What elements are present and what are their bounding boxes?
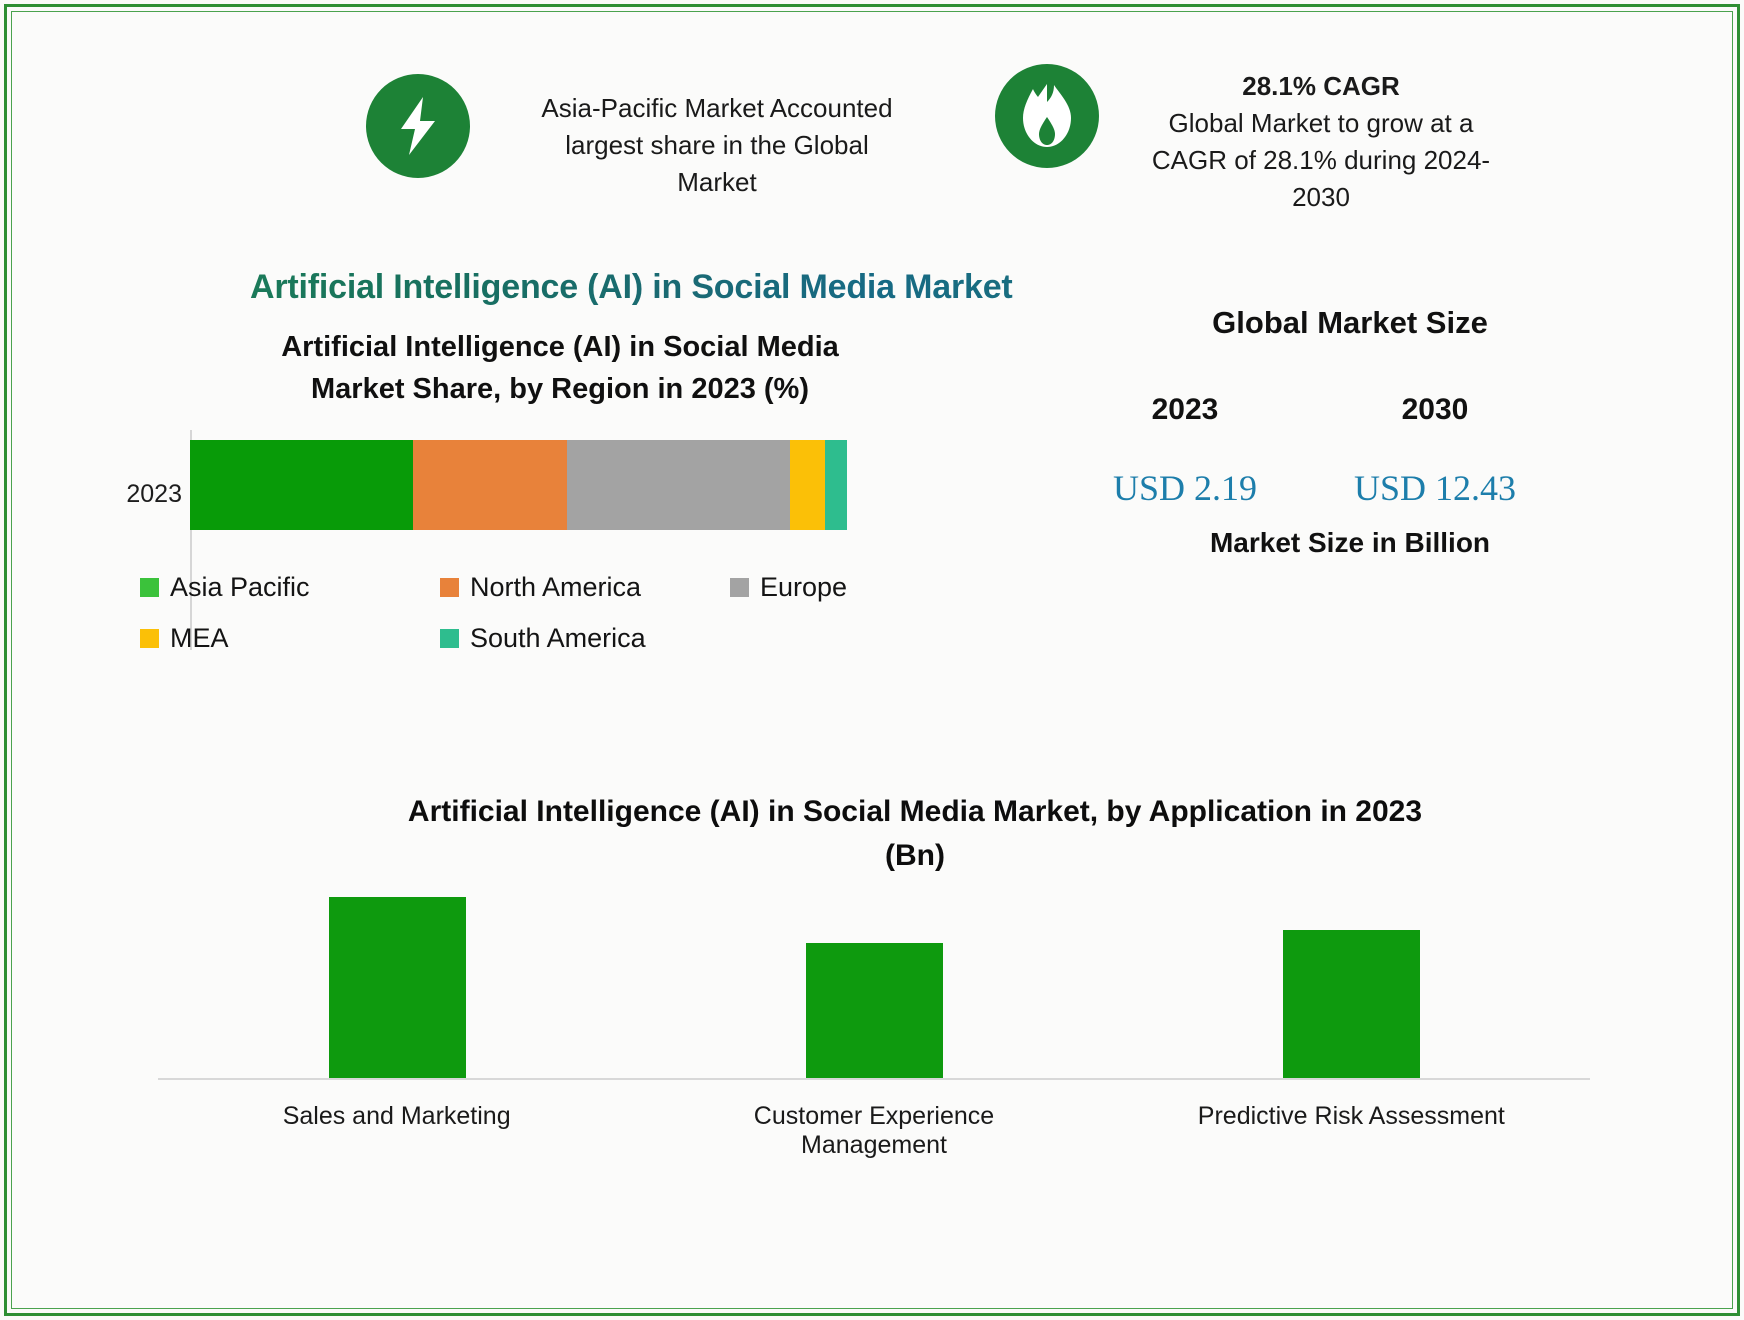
highlight-cagr-text: 28.1% CAGR Global Market to grow at a CA… xyxy=(1121,64,1521,216)
application-bar xyxy=(806,942,943,1080)
legend-item-north-america[interactable]: North America xyxy=(440,572,730,603)
market-size-year-2023: 2023 xyxy=(1151,393,1219,426)
application-bar xyxy=(328,897,466,1080)
highlight-line: Asia-Pacific Market Accounted xyxy=(541,93,893,123)
application-bar-chart: Artificial Intelligence (AI) in Social M… xyxy=(150,790,1600,1170)
region-chart-axis xyxy=(190,430,192,650)
global-market-size-title: Global Market Size xyxy=(1212,305,1488,340)
highlight-cagr: 28.1% CAGR Global Market to grow at a CA… xyxy=(995,64,1555,216)
highlight-asia-pacific: Asia-Pacific Market Accounted largest sh… xyxy=(366,74,966,201)
highlight-line: 2030 xyxy=(1292,181,1350,212)
legend-swatch-europe xyxy=(730,578,749,597)
global-market-size-panel: Global Market Size 2023 USD 2.19 2030 US… xyxy=(1090,305,1650,595)
legend-label-south-america: South America xyxy=(470,623,646,653)
legend-item-europe[interactable]: Europe xyxy=(730,572,847,603)
market-size-value-2030: USD 12.43 xyxy=(1353,468,1517,508)
market-size-unit-label: Market Size in Billion xyxy=(1209,527,1491,558)
stacked-segment-mea xyxy=(790,440,826,530)
application-bar xyxy=(1283,929,1421,1080)
stacked-segment-europe xyxy=(567,440,791,530)
region-chart-title-line-1: Artificial Intelligence (AI) in Social M… xyxy=(281,331,839,363)
application-chart-title-line-2: (Bn) xyxy=(885,838,945,872)
highlight-asia-pacific-text: Asia-Pacific Market Accounted largest sh… xyxy=(492,74,942,201)
legend-row: MEA South America xyxy=(140,623,900,654)
stacked-segment-south-america xyxy=(825,440,847,530)
market-size-year-2030: 2030 xyxy=(1401,393,1469,426)
market-size-column-2023: 2023 USD 2.19 xyxy=(1070,393,1300,509)
legend-label-north-america: North America xyxy=(470,572,642,602)
application-chart-plot xyxy=(158,895,1590,1080)
region-share-chart: Artificial Intelligence (AI) in Social M… xyxy=(100,326,920,726)
region-chart-title: Artificial Intelligence (AI) in Social M… xyxy=(210,326,910,410)
region-chart-legend: Asia Pacific North America Europe MEA xyxy=(140,572,900,674)
region-stacked-bar xyxy=(190,440,847,530)
legend-row: Asia Pacific North America Europe xyxy=(140,572,900,603)
region-chart-title-line-2: Market Share, by Region in 2023 (%) xyxy=(311,373,809,406)
highlight-line: Global Market to grow at a xyxy=(1168,107,1474,138)
application-chart-title-line-1: Artificial Intelligence (AI) in Social M… xyxy=(407,795,1423,828)
legend-item-asia-pacific[interactable]: Asia Pacific xyxy=(140,572,440,603)
application-chart-xaxis-labels: Sales and Marketing Customer Experience M… xyxy=(158,1090,1590,1159)
legend-swatch-mea xyxy=(140,629,159,648)
application-chart-title: Artificial Intelligence (AI) in Social M… xyxy=(400,790,1430,877)
application-xlabel: Predictive Risk Assessment xyxy=(1197,1102,1505,1130)
flame-icon xyxy=(995,64,1099,168)
market-size-column-2030: 2030 USD 12.43 xyxy=(1320,393,1550,509)
legend-label-asia-pacific: Asia Pacific xyxy=(170,572,310,602)
region-chart-ytick-2023: 2023 xyxy=(126,480,182,508)
cagr-headline: 28.1% CAGR xyxy=(1242,71,1400,101)
legend-swatch-asia-pacific xyxy=(140,578,159,597)
application-chart-baseline xyxy=(158,1078,1590,1080)
legend-item-south-america[interactable]: South America xyxy=(440,623,646,654)
legend-item-mea[interactable]: MEA xyxy=(140,623,440,654)
highlight-line: CAGR of 28.1% during 2024- xyxy=(1151,144,1491,175)
stacked-segment-north-america xyxy=(413,440,568,530)
legend-label-europe: Europe xyxy=(760,572,848,602)
highlight-line: largest share in the Global xyxy=(565,129,869,160)
highlight-line: Market xyxy=(677,166,757,197)
market-size-value-2023: USD 2.19 xyxy=(1112,468,1258,508)
legend-swatch-north-america xyxy=(440,578,459,597)
stacked-segment-asia-pacific xyxy=(190,440,414,530)
application-xlabel: Sales and Marketing xyxy=(282,1102,511,1130)
legend-swatch-south-america xyxy=(440,629,459,648)
lightning-bolt-icon xyxy=(366,74,470,178)
page-title: Artificial Intelligence (AI) in Social M… xyxy=(250,268,1110,307)
application-xlabel: Customer Experience Management xyxy=(753,1102,995,1159)
legend-label-mea: MEA xyxy=(170,623,229,653)
